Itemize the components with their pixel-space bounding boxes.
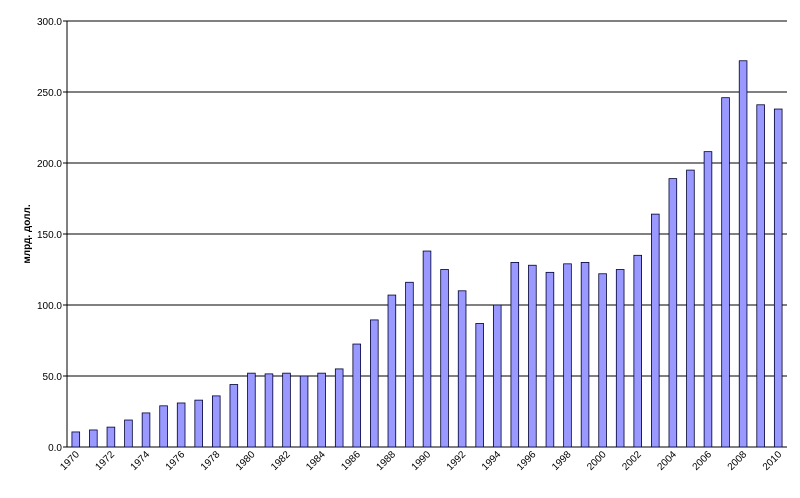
bar [317, 372, 326, 448]
bar [598, 273, 607, 448]
x-tick-label: 2006 [691, 449, 715, 473]
bar [440, 269, 449, 448]
bar [71, 431, 81, 448]
bar [492, 304, 502, 448]
bar [633, 254, 642, 448]
bar [615, 269, 625, 448]
bar [580, 261, 590, 448]
bar [510, 261, 520, 448]
x-tick-label: 2002 [620, 449, 644, 473]
bar [457, 290, 467, 448]
bar [124, 419, 133, 448]
bar [159, 405, 168, 448]
bar [229, 384, 239, 448]
x-tick-label: 1980 [234, 449, 258, 473]
bar [334, 368, 344, 448]
y-tick-label: 50.0 [43, 372, 63, 383]
x-tick-label: 1978 [199, 449, 223, 473]
x-tick-label: 1990 [410, 449, 434, 473]
bar [176, 402, 186, 448]
bar [686, 169, 695, 448]
bar [528, 264, 537, 448]
bar [282, 372, 291, 448]
bar [89, 429, 98, 448]
bar [721, 97, 730, 448]
y-tick-label: 0.0 [48, 443, 62, 454]
x-tick-label: 1972 [94, 449, 118, 473]
bar [668, 178, 678, 448]
x-tick-label: 2004 [655, 449, 679, 473]
y-tick-label: 100.0 [37, 301, 62, 312]
x-tick-label: 2010 [761, 449, 785, 473]
bar [756, 104, 765, 448]
bar [247, 372, 256, 448]
x-tick-label: 2008 [726, 449, 750, 473]
x-tick-label: 2000 [585, 449, 609, 473]
bar [141, 412, 151, 448]
bar [545, 271, 555, 448]
bar [299, 375, 309, 448]
bar [387, 294, 397, 448]
bar [106, 426, 116, 448]
x-tick-label: 1994 [480, 449, 504, 473]
x-tick-label: 1998 [550, 449, 574, 473]
x-tick-label: 1974 [129, 449, 153, 473]
x-tick-label: 1992 [445, 449, 469, 473]
x-tick-label: 1986 [339, 449, 363, 473]
x-tick-label: 1982 [269, 449, 293, 473]
bar [194, 399, 203, 448]
bar [773, 108, 783, 448]
y-tick-label: 250.0 [37, 88, 62, 99]
bar [405, 281, 414, 448]
y-tick-label: 200.0 [37, 159, 62, 170]
bar [475, 323, 484, 448]
bar [703, 151, 713, 448]
y-tick-label: 150.0 [37, 230, 62, 241]
x-tick-label: 1988 [374, 449, 398, 473]
y-tick-label: 300.0 [37, 17, 62, 28]
x-tick-label: 1984 [304, 449, 328, 473]
bar [422, 250, 432, 448]
x-tick-label: 1976 [164, 449, 188, 473]
bar [264, 373, 274, 448]
y-axis-label: млрд. долл. [22, 204, 33, 263]
bar [738, 60, 748, 448]
bar [212, 395, 221, 448]
bar [352, 343, 362, 448]
bar [370, 319, 379, 448]
bar [563, 263, 572, 448]
x-tick-label: 1996 [515, 449, 539, 473]
bar [651, 213, 660, 448]
